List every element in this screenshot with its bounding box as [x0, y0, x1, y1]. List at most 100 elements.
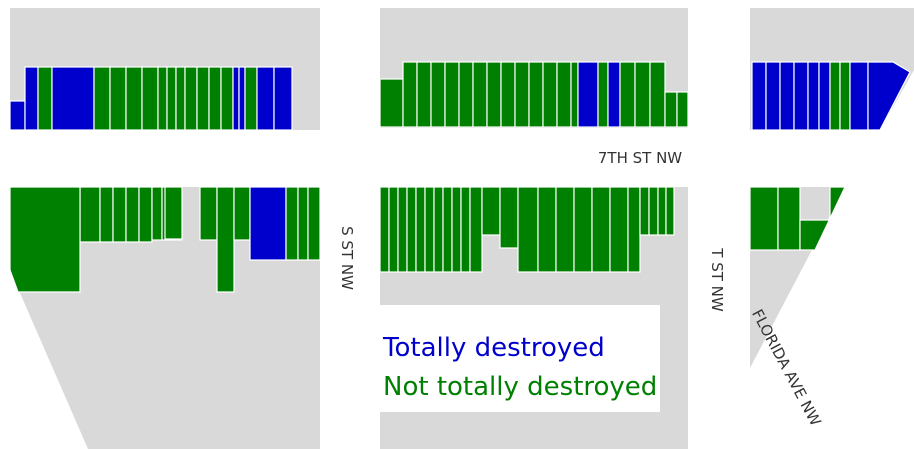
lot	[627, 186, 641, 273]
lot	[619, 61, 636, 128]
lot	[175, 66, 186, 131]
lot	[500, 61, 516, 128]
lot	[79, 186, 101, 243]
lot	[37, 66, 53, 131]
lot	[397, 186, 408, 273]
lot	[379, 186, 390, 273]
lot	[676, 91, 689, 128]
lot	[256, 66, 275, 131]
lot	[609, 186, 629, 273]
lot	[151, 186, 163, 241]
blocks	[10, 8, 914, 449]
lot	[125, 66, 143, 131]
block	[10, 187, 320, 449]
lot	[424, 186, 435, 273]
lot	[634, 61, 651, 128]
lot	[749, 186, 779, 251]
lot	[379, 78, 404, 128]
lot	[481, 186, 501, 236]
lot	[166, 66, 177, 131]
lot	[472, 61, 488, 128]
lot	[777, 186, 801, 251]
lot	[555, 186, 575, 273]
lot	[528, 61, 544, 128]
lot	[442, 186, 453, 273]
legend-box	[380, 305, 660, 412]
lot	[273, 66, 293, 131]
lot	[657, 186, 667, 236]
lot	[597, 61, 609, 128]
lot	[458, 61, 474, 128]
lot	[184, 66, 198, 131]
street-label: S ST NW	[338, 226, 356, 290]
lot	[9, 186, 81, 293]
lot	[556, 61, 572, 128]
street-label: FLORIDA AVE NW	[748, 306, 825, 429]
lot	[486, 61, 502, 128]
lot	[109, 66, 127, 131]
lot	[233, 186, 251, 241]
lot	[591, 186, 611, 273]
lot	[867, 61, 911, 131]
lot	[297, 186, 309, 261]
lot	[285, 186, 299, 261]
street-label: T ST NW	[708, 247, 726, 312]
lot	[238, 66, 246, 131]
lot	[24, 66, 39, 131]
lot	[51, 66, 95, 131]
lot	[648, 186, 659, 236]
lot	[220, 66, 234, 131]
lot	[9, 100, 26, 131]
lot	[469, 186, 483, 273]
lot	[249, 186, 287, 261]
lot	[125, 186, 140, 243]
lot	[537, 186, 557, 273]
lot	[444, 61, 460, 128]
lot	[406, 186, 417, 273]
lot	[517, 186, 539, 273]
lot	[196, 66, 210, 131]
lot	[208, 66, 222, 131]
lot	[164, 186, 183, 240]
lot	[807, 61, 820, 131]
lot	[514, 61, 530, 128]
lot	[849, 61, 869, 131]
lot	[307, 186, 321, 261]
lot	[818, 61, 831, 131]
lot	[649, 61, 666, 128]
lot	[93, 66, 111, 131]
lot	[112, 186, 127, 243]
street-label: 7TH ST NW	[598, 149, 682, 167]
lot	[779, 61, 795, 131]
lot	[199, 186, 218, 241]
lot	[570, 61, 579, 128]
legend-label: Totally destroyed	[382, 333, 605, 363]
lot	[157, 66, 168, 131]
lot	[141, 66, 159, 131]
lot	[451, 186, 462, 273]
lot	[839, 61, 851, 131]
lot	[765, 61, 781, 131]
lot	[751, 61, 767, 131]
lot	[433, 186, 444, 273]
lot	[388, 186, 399, 273]
lot	[573, 186, 593, 273]
legend-label: Not totally destroyed	[383, 372, 657, 402]
lot	[138, 186, 153, 243]
lot	[244, 66, 258, 131]
lots	[9, 61, 869, 293]
lot	[639, 186, 650, 236]
lot	[577, 61, 599, 128]
lot	[542, 61, 558, 128]
lot	[232, 66, 240, 131]
lot	[664, 91, 678, 128]
lot	[430, 61, 446, 128]
lot	[799, 186, 846, 251]
lot	[99, 186, 114, 243]
lot	[607, 61, 621, 128]
lot	[793, 61, 809, 131]
lot	[499, 186, 519, 249]
lot	[665, 186, 675, 236]
lot	[829, 61, 841, 131]
